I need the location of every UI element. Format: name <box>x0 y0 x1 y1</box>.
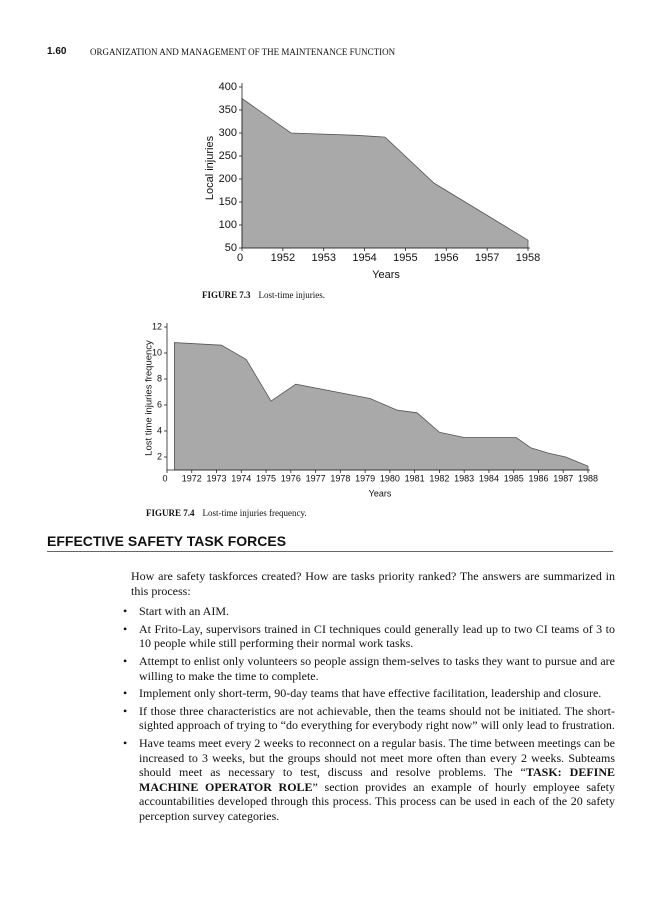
x-tick-label: 1988 <box>578 473 598 483</box>
text: ” section provides an example of hourly … <box>139 779 615 823</box>
x-tick-label: 1958 <box>516 252 540 264</box>
bullet: Start with an AIM. <box>123 604 615 619</box>
bullet: At Frito-Lay, supervisors trained in CI … <box>123 622 615 651</box>
y-tick-label: 2 <box>157 451 162 461</box>
y-tick-label: 250 <box>219 150 237 162</box>
paragraph: How are safety taskforces created? How a… <box>131 569 615 598</box>
x-tick-label: 1982 <box>429 473 449 483</box>
bullet: Implement only short-term, 90-day teams … <box>123 686 615 701</box>
body-text: How are safety taskforces created? How a… <box>123 569 615 827</box>
y-tick-label: 8 <box>157 373 162 383</box>
text: Have teams meet every 2 weeks to reconne… <box>139 735 615 780</box>
x-tick-label: 1975 <box>256 473 276 483</box>
x-tick-label: 1952 <box>271 252 295 264</box>
bullet: Attempt to enlist only volunteers so peo… <box>123 654 615 683</box>
running-title: ORGANIZATION AND MANAGEMENT OF THE MAINT… <box>90 47 396 57</box>
bold-text: TASK: DEFINE MACHINE OPERATOR ROLE <box>139 765 615 794</box>
page-number: 1.60 <box>47 46 67 57</box>
x-tick-label: 1954 <box>352 252 376 264</box>
x-tick-label: 1987 <box>553 473 573 483</box>
bullet: Have teams meet every 2 weeks to reconne… <box>123 735 615 824</box>
area <box>241 97 529 249</box>
caption: Lost-time injuries. <box>259 290 326 300</box>
x-tick-label: 1981 <box>405 473 425 483</box>
section-heading: EFFECTIVE SAFETY TASK FORCES <box>47 533 287 549</box>
x-tick-label: 1986 <box>528 473 548 483</box>
x-tick-label: 1955 <box>393 252 417 264</box>
x-tick-label: 1980 <box>380 473 400 483</box>
x-tick-label: 1984 <box>479 473 499 483</box>
y-tick-label: 50 <box>225 242 237 254</box>
x-tick-label: 1983 <box>454 473 474 483</box>
x-tick-label: 0 <box>237 252 243 264</box>
x-axis-title: Years <box>372 269 400 281</box>
y-tick-label: 10 <box>152 347 162 357</box>
x-tick-label: 1979 <box>355 473 375 483</box>
x-tick-label: 1977 <box>306 473 326 483</box>
y-tick-label: 100 <box>219 219 237 231</box>
y-axis-title: Lost time injuries frequency <box>144 340 155 456</box>
y-tick-label: 350 <box>219 104 237 116</box>
y-tick-label: 300 <box>219 127 237 139</box>
caption: Lost-time injuries frequency. <box>203 508 307 518</box>
y-tick-label: 150 <box>219 196 237 208</box>
y-tick-label: 12 <box>152 321 162 331</box>
x-tick-label: 1956 <box>434 252 458 264</box>
bullet-list: Start with an AIM. At Frito-Lay, supervis… <box>123 604 615 824</box>
x-axis-title: Years <box>369 488 392 498</box>
x-tick-label: 1978 <box>330 473 350 483</box>
rule <box>47 551 613 552</box>
area <box>174 342 589 471</box>
caption-label: FIGURE 7.3 <box>202 290 251 300</box>
y-tick-label: 6 <box>157 399 162 409</box>
x-tick-label: 0 <box>162 473 167 483</box>
x-tick-label: 1973 <box>207 473 227 483</box>
y-tick-label: 400 <box>219 81 237 93</box>
x-tick-label: 1957 <box>475 252 499 264</box>
y-tick-label: 4 <box>157 425 162 435</box>
bullet: If those three characteristics are not a… <box>123 704 615 733</box>
x-tick-label: 1972 <box>182 473 202 483</box>
caption-label: FIGURE 7.4 <box>146 508 195 518</box>
y-axis-title: Local injuries <box>204 135 216 200</box>
y-tick-label: 200 <box>219 173 237 185</box>
x-tick-label: 1985 <box>504 473 524 483</box>
x-tick-label: 1976 <box>281 473 301 483</box>
x-tick-label: 1953 <box>311 252 335 264</box>
x-tick-label: 1974 <box>231 473 251 483</box>
